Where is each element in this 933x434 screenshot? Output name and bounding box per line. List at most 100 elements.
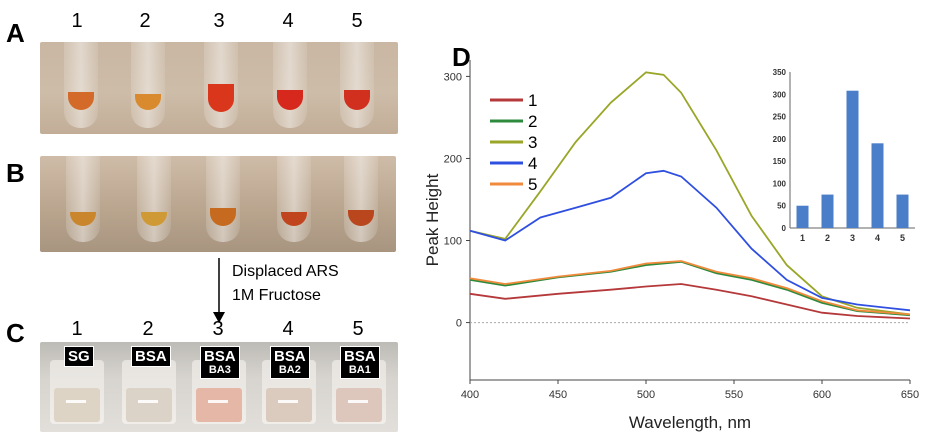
tube-liquid	[344, 90, 370, 110]
vial-label-main: BSA	[204, 348, 236, 365]
vial-liquid	[196, 388, 242, 422]
arrow-caption-line-1: Displaced ARS	[232, 263, 339, 280]
arrow-caption: Displaced ARS 1M Fructose	[232, 260, 339, 308]
vial-glint	[138, 400, 158, 403]
tube-number: 3	[213, 10, 225, 32]
y-tick-label: 100	[444, 236, 462, 248]
x-tick-label: 650	[901, 389, 919, 401]
tube	[66, 156, 100, 242]
inset-y-tick-label: 200	[773, 135, 787, 144]
tube-number: 5	[351, 10, 363, 32]
inset-y-tick-label: 350	[773, 68, 787, 77]
arrow-caption-line-2: 1M Fructose	[232, 287, 321, 304]
vial-number: 1	[71, 318, 83, 340]
series-line-4	[469, 169, 911, 312]
inset-bar-chart: 0 50 100 150 200 250 300 350 1 2 3 4 5	[773, 68, 915, 243]
vial-label-sub: BA2	[278, 364, 301, 376]
vial-glint	[66, 400, 86, 403]
series-line-3	[469, 71, 911, 316]
x-tick-label: 450	[549, 389, 567, 401]
tube	[344, 156, 378, 242]
vial-label: BSA BA3	[200, 346, 240, 379]
inset-x-tick-label: 1	[800, 233, 805, 243]
x-tick-label: 400	[461, 389, 479, 401]
panel-d-letter: D	[452, 42, 471, 72]
tube	[204, 42, 238, 128]
panel-a-letter: A	[6, 18, 25, 48]
tube	[137, 156, 171, 242]
inset-bar-5	[896, 194, 909, 228]
x-tick-label: 500	[637, 389, 655, 401]
legend-label: 2	[528, 112, 537, 131]
vial-glint	[278, 400, 298, 403]
tube-photo-b	[40, 156, 396, 252]
x-axis-label: Wavelength, nm	[629, 413, 751, 432]
legend-label: 5	[528, 175, 537, 194]
vial-label: BSA BA2	[270, 346, 310, 379]
series-line-1	[469, 283, 911, 320]
vial-number: 3	[212, 318, 224, 340]
y-tick-label: 200	[444, 153, 462, 165]
y-tick-label: 0	[456, 318, 462, 330]
series-line-2	[469, 260, 911, 317]
inset-y-tick-label: 250	[773, 113, 787, 122]
vial-liquid	[336, 388, 382, 422]
vial-glint	[348, 400, 368, 403]
x-tick-label: 600	[813, 389, 831, 401]
vial-label: BSA	[131, 346, 171, 367]
vial-number: 5	[352, 318, 364, 340]
inset-y-tick-label: 0	[782, 224, 787, 233]
tube-liquid	[135, 94, 161, 110]
vial-glint	[208, 400, 228, 403]
vial	[50, 360, 104, 424]
inset-y-tick-label: 300	[773, 90, 787, 99]
tube-photo-a	[40, 42, 398, 134]
inset-x-tick-label: 4	[875, 233, 880, 243]
tube-liquid	[281, 212, 307, 226]
legend-label: 1	[528, 91, 537, 110]
tube-liquid	[277, 90, 303, 110]
inset-x-tick-label: 5	[900, 233, 905, 243]
inset-x-tick-label: 3	[850, 233, 855, 243]
tube	[340, 42, 374, 128]
vial-label-sub: BA3	[208, 364, 231, 376]
vial-number: 2	[142, 318, 154, 340]
tube-liquid	[68, 92, 94, 110]
inset-bar-1	[796, 205, 809, 228]
vial-label: BSA BA1	[340, 346, 380, 379]
series-line-5	[469, 260, 911, 316]
panel-b-letter: B	[6, 158, 25, 188]
vial-label-main: BSA	[274, 348, 306, 365]
inset-y-tick-label: 100	[773, 179, 787, 188]
down-arrow-icon	[213, 258, 225, 323]
vial-label-sub: BA1	[348, 364, 371, 376]
vial-number: 4	[282, 318, 294, 340]
tube	[64, 42, 98, 128]
tube-number: 1	[71, 10, 83, 32]
y-axis-label: Peak Height	[423, 173, 442, 266]
tube-liquid	[141, 212, 167, 226]
y-tick-label: 300	[444, 71, 462, 83]
panel-c-letter: C	[6, 318, 25, 348]
inset-y-tick-label: 50	[777, 202, 786, 211]
vial-label-main: SG	[68, 348, 90, 365]
vial-label-main: BSA	[135, 348, 167, 365]
vial	[122, 360, 176, 424]
tube-number: 4	[282, 10, 294, 32]
inset-bar-2	[821, 194, 834, 228]
vial-label-main: BSA	[344, 348, 376, 365]
tube-liquid	[348, 210, 374, 226]
tube	[277, 156, 311, 242]
vial-label: SG	[64, 346, 94, 367]
tube	[131, 42, 165, 128]
inset-bar-4	[871, 143, 884, 228]
vial-photo-c: SG BSA BSA BA3 BSA BA2 BSA BA1	[40, 342, 398, 432]
legend-label: 4	[528, 154, 537, 173]
inset-x-tick-label: 2	[825, 233, 830, 243]
tube	[206, 156, 240, 242]
vial-liquid	[266, 388, 312, 422]
legend-label: 3	[528, 133, 537, 152]
tube-number: 2	[139, 10, 151, 32]
